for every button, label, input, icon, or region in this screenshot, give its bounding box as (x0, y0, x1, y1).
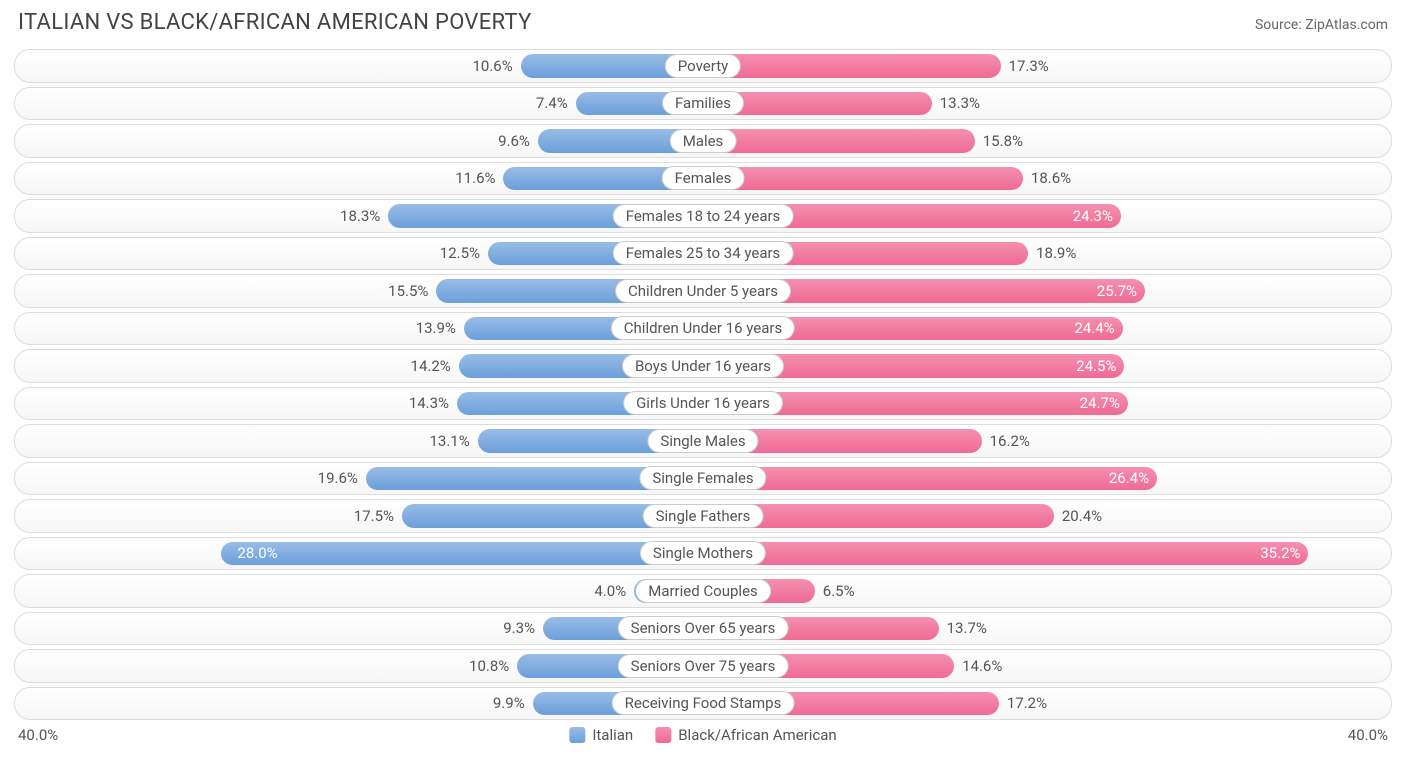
chart-row: 13.9% 24.4% Children Under 16 years (14, 312, 1392, 346)
category-label: Families (662, 91, 744, 115)
value-label-italian: 13.9% (416, 319, 464, 337)
bar-black-african-american (703, 542, 1308, 566)
category-label: Females (662, 166, 745, 190)
value-label-black-african-american: 15.8% (975, 132, 1023, 150)
chart-row: 14.2% 24.5% Boys Under 16 years (14, 349, 1392, 383)
legend-label-italian: Italian (592, 726, 633, 744)
category-label: Single Males (647, 429, 758, 453)
chart-row: 13.1% 16.2% Single Males (14, 424, 1392, 458)
legend: Italian Black/African American (569, 726, 836, 744)
legend-item-italian: Italian (569, 726, 633, 744)
value-label-black-african-american: 16.2% (982, 432, 1030, 450)
value-label-italian: 19.6% (318, 469, 366, 487)
value-label-black-african-american: 13.7% (939, 619, 987, 637)
value-label-black-african-american: 24.7% (1080, 394, 1120, 412)
category-label: Receiving Food Stamps (612, 691, 795, 715)
chart-row: 18.3% 24.3% Females 18 to 24 years (14, 199, 1392, 233)
category-label: Single Fathers (643, 504, 764, 528)
value-label-black-african-american: 6.5% (815, 582, 855, 600)
value-label-italian: 28.0% (229, 544, 277, 562)
chart-row: 9.3% 13.7% Seniors Over 65 years (14, 612, 1392, 646)
axis-max-right: 40.0% (1348, 726, 1388, 744)
chart-row: 10.8% 14.6% Seniors Over 75 years (14, 649, 1392, 683)
value-label-black-african-american: 14.6% (954, 657, 1002, 675)
chart-row: 9.9% 17.2% Receiving Food Stamps (14, 687, 1392, 721)
value-label-black-african-american: 17.3% (1001, 57, 1049, 75)
value-label-italian: 4.0% (594, 582, 634, 600)
value-label-black-african-american: 24.5% (1076, 357, 1116, 375)
chart-footer: 40.0% Italian Black/African American 40.… (14, 724, 1392, 754)
bar-black-african-american (703, 167, 1023, 191)
value-label-italian: 12.5% (440, 244, 488, 262)
chart-row: 11.6% 18.6% Females (14, 162, 1392, 196)
chart-source: Source: ZipAtlas.com (1255, 17, 1388, 33)
category-label: Children Under 16 years (611, 316, 795, 340)
value-label-italian: 13.1% (429, 432, 477, 450)
chart-row: 15.5% 25.7% Children Under 5 years (14, 274, 1392, 308)
value-label-italian: 14.3% (409, 394, 457, 412)
bar-black-african-american (703, 129, 975, 153)
value-label-italian: 17.5% (354, 507, 402, 525)
chart-row: 7.4% 13.3% Families (14, 87, 1392, 121)
category-label: Girls Under 16 years (623, 391, 783, 415)
value-label-black-african-american: 18.9% (1028, 244, 1076, 262)
chart-row: 28.0% 35.2% Single Mothers (14, 537, 1392, 571)
value-label-italian: 10.8% (469, 657, 517, 675)
legend-label-black-african-american: Black/African American (678, 726, 836, 744)
chart-header: ITALIAN VS BLACK/AFRICAN AMERICAN POVERT… (14, 10, 1392, 49)
chart-row: 17.5% 20.4% Single Fathers (14, 499, 1392, 533)
value-label-italian: 9.3% (503, 619, 543, 637)
category-label: Seniors Over 75 years (618, 654, 789, 678)
category-label: Single Females (639, 466, 766, 490)
diverging-bar-chart: 10.6% 17.3% Poverty 7.4% 13.3% Families 9.6% 15… (14, 49, 1392, 720)
bar-black-african-american (703, 54, 1001, 78)
category-label: Males (670, 129, 737, 153)
bar-italian (221, 542, 703, 566)
category-label: Single Mothers (640, 541, 766, 565)
bar-black-african-american (703, 467, 1157, 491)
value-label-italian: 9.9% (493, 694, 533, 712)
legend-item-black-african-american: Black/African American (655, 726, 836, 744)
value-label-black-african-american: 13.3% (932, 94, 980, 112)
value-label-black-african-american: 24.3% (1073, 207, 1113, 225)
value-label-italian: 11.6% (455, 169, 503, 187)
category-label: Children Under 5 years (615, 279, 791, 303)
value-label-italian: 10.6% (472, 57, 520, 75)
axis-max-left: 40.0% (18, 726, 58, 744)
chart-row: 9.6% 15.8% Males (14, 124, 1392, 158)
category-label: Females 25 to 34 years (613, 241, 794, 265)
legend-swatch-black-african-american (655, 727, 671, 743)
legend-swatch-italian (569, 727, 585, 743)
chart-row: 4.0% 6.5% Married Couples (14, 574, 1392, 608)
value-label-italian: 7.4% (536, 94, 576, 112)
category-label: Poverty (665, 54, 741, 78)
value-label-black-african-american: 35.2% (1260, 544, 1300, 562)
value-label-black-african-american: 18.6% (1023, 169, 1071, 187)
value-label-black-african-american: 20.4% (1054, 507, 1102, 525)
value-label-italian: 9.6% (498, 132, 538, 150)
value-label-italian: 14.2% (411, 357, 459, 375)
value-label-italian: 15.5% (388, 282, 436, 300)
category-label: Boys Under 16 years (622, 354, 784, 378)
chart-row: 14.3% 24.7% Girls Under 16 years (14, 387, 1392, 421)
value-label-black-african-american: 25.7% (1097, 282, 1137, 300)
category-label: Females 18 to 24 years (613, 204, 794, 228)
category-label: Married Couples (635, 579, 771, 603)
value-label-italian: 18.3% (340, 207, 388, 225)
value-label-black-african-american: 24.4% (1074, 319, 1114, 337)
chart-row: 19.6% 26.4% Single Females (14, 462, 1392, 496)
value-label-black-african-american: 17.2% (999, 694, 1047, 712)
chart-row: 12.5% 18.9% Females 25 to 34 years (14, 237, 1392, 271)
chart-row: 10.6% 17.3% Poverty (14, 49, 1392, 83)
chart-title: ITALIAN VS BLACK/AFRICAN AMERICAN POVERT… (18, 10, 532, 35)
category-label: Seniors Over 65 years (618, 616, 789, 640)
value-label-black-african-american: 26.4% (1109, 469, 1149, 487)
